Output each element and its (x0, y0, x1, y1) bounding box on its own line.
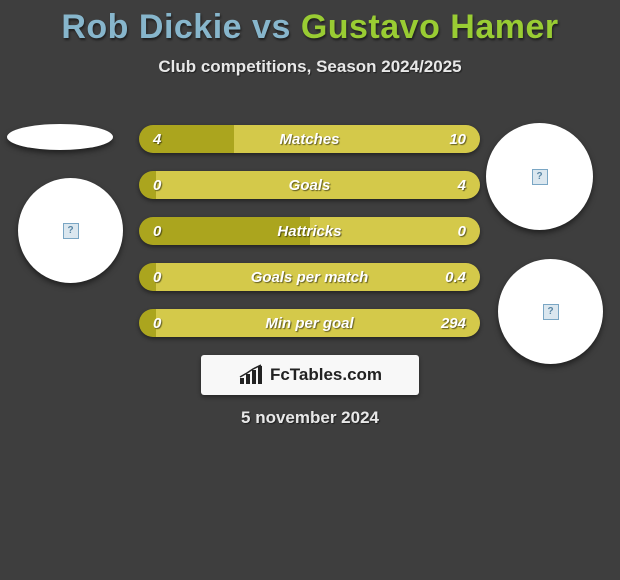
stat-label: Goals per match (139, 263, 480, 291)
stat-row-min-per-goal: 0 Min per goal 294 (139, 309, 480, 337)
vs-separator: vs (252, 8, 291, 46)
bar-chart-icon (238, 364, 264, 386)
snapshot-date: 5 november 2024 (0, 408, 620, 428)
comparison-title: Rob Dickie vs Gustavo Hamer (0, 0, 620, 47)
stat-bars: 4 Matches 10 0 Goals 4 0 Hattricks 0 0 G… (139, 125, 480, 355)
placeholder-icon: ? (543, 304, 559, 320)
stat-row-goals: 0 Goals 4 (139, 171, 480, 199)
player1-avatar-circle: ? (18, 178, 123, 283)
stat-label: Goals (139, 171, 480, 199)
player1-name: Rob Dickie (61, 8, 242, 46)
stat-right-value: 0.4 (445, 263, 466, 291)
logo-text: FcTables.com (270, 365, 382, 385)
stat-row-matches: 4 Matches 10 (139, 125, 480, 153)
secondary-avatar-circle: ? (498, 259, 603, 364)
placeholder-icon: ? (532, 169, 548, 185)
stat-right-value: 10 (449, 125, 466, 153)
subtitle: Club competitions, Season 2024/2025 (0, 57, 620, 77)
player2-name: Gustavo Hamer (301, 8, 559, 46)
stat-row-goals-per-match: 0 Goals per match 0.4 (139, 263, 480, 291)
stat-right-value: 0 (458, 217, 466, 245)
decorative-ellipse (7, 124, 113, 150)
placeholder-icon: ? (63, 223, 79, 239)
stat-label: Matches (139, 125, 480, 153)
stat-right-value: 294 (441, 309, 466, 337)
stat-label: Min per goal (139, 309, 480, 337)
stat-label: Hattricks (139, 217, 480, 245)
stat-row-hattricks: 0 Hattricks 0 (139, 217, 480, 245)
player2-avatar-circle: ? (486, 123, 593, 230)
stat-right-value: 4 (458, 171, 466, 199)
fctables-logo: FcTables.com (201, 355, 419, 395)
